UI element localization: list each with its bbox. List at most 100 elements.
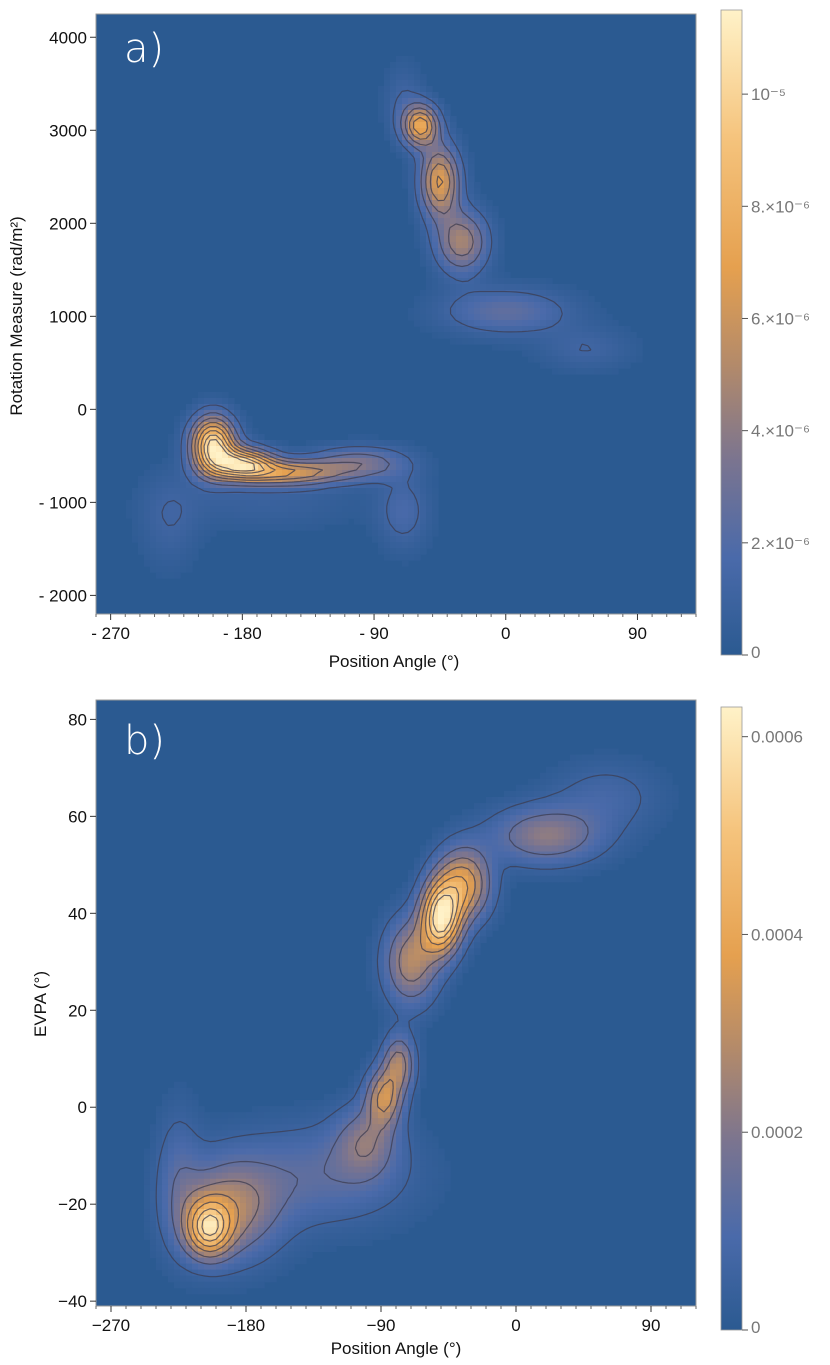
heatmap-cell <box>354 440 361 447</box>
heatmap-cell <box>624 350 631 357</box>
heatmap-cell <box>396 1063 403 1071</box>
heatmap-cell <box>564 821 571 828</box>
heatmap-cell <box>324 1202 331 1210</box>
heatmap-cell <box>594 796 601 804</box>
heatmap-cell <box>408 194 415 201</box>
heatmap-cell <box>258 470 265 477</box>
heatmap-cell <box>228 1251 235 1259</box>
heatmap-cell <box>306 1245 313 1253</box>
heatmap-cell <box>390 1184 397 1192</box>
heatmap-cell <box>186 1196 193 1204</box>
heatmap-cell <box>600 314 607 321</box>
heatmap-cell <box>210 1239 217 1246</box>
heatmap-cell <box>438 912 445 919</box>
heatmap-cell <box>378 1209 385 1216</box>
heatmap-cell <box>534 790 541 798</box>
heatmap-cell <box>330 1154 337 1162</box>
heatmap-cell <box>480 809 487 816</box>
heatmap-cell <box>564 302 571 309</box>
heatmap-cell <box>168 1148 175 1156</box>
heatmap-cell <box>312 446 319 453</box>
heatmap-cell <box>552 320 559 327</box>
heatmap-cell <box>228 1166 235 1174</box>
heatmap-cell <box>156 566 163 573</box>
heatmap-cell <box>402 446 409 453</box>
heatmap-cell <box>234 1215 241 1222</box>
heatmap-cell <box>438 194 445 201</box>
heatmap-cell <box>594 748 601 756</box>
heatmap-cell <box>528 833 535 840</box>
heatmap-cell <box>198 428 205 435</box>
heatmap-cell <box>360 1202 367 1210</box>
heatmap-cell <box>288 1160 295 1168</box>
heatmap-cell <box>312 512 319 519</box>
heatmap-cell <box>372 930 379 937</box>
heatmap-cell <box>492 875 499 883</box>
heatmap-cell <box>168 1178 175 1186</box>
heatmap-cell <box>330 506 337 513</box>
heatmap-cell <box>420 1081 427 1089</box>
heatmap-cell <box>192 1093 199 1101</box>
heatmap-cell <box>270 446 277 453</box>
heatmap-cell <box>528 863 535 871</box>
heatmap-cell <box>576 344 583 351</box>
heatmap-cell <box>246 1227 253 1234</box>
heatmap-cell <box>396 500 403 507</box>
heatmap-cell <box>444 134 451 141</box>
heatmap-cell <box>156 482 163 489</box>
heatmap-cell <box>462 827 469 834</box>
heatmap-cell <box>588 839 595 847</box>
heatmap-cell <box>264 440 271 447</box>
heatmap-cell <box>162 1269 169 1277</box>
heatmap-cell <box>372 1227 379 1234</box>
heatmap-cell <box>588 314 595 321</box>
heatmap-cell <box>186 464 193 471</box>
heatmap-cell <box>300 1172 307 1180</box>
heatmap-cell <box>438 942 445 950</box>
heatmap-cell <box>162 1154 169 1162</box>
heatmap-cell <box>258 1166 265 1174</box>
heatmap-cell <box>450 176 457 183</box>
heatmap-cell <box>624 760 631 768</box>
heatmap-cell <box>462 188 469 195</box>
heatmap-cell <box>636 338 643 345</box>
heatmap-cell <box>570 760 577 768</box>
heatmap-cell <box>576 863 583 871</box>
heatmap-cell <box>432 104 439 111</box>
heatmap-cell <box>456 942 463 950</box>
heatmap-cell <box>156 572 163 579</box>
heatmap-cell <box>366 464 373 471</box>
heatmap-cell <box>450 893 457 901</box>
heatmap-cell <box>498 230 505 237</box>
heatmap-cell <box>450 290 457 297</box>
heatmap-cell <box>468 924 475 931</box>
heatmap-cell <box>156 464 163 471</box>
heatmap-cell <box>402 98 409 105</box>
heatmap-cell <box>384 116 391 123</box>
heatmap-cell <box>420 482 427 489</box>
heatmap-cell <box>420 290 427 297</box>
heatmap-cell <box>420 1045 427 1053</box>
heatmap-cell <box>480 242 487 249</box>
heatmap-cell <box>330 1166 337 1174</box>
heatmap-cell <box>516 302 523 309</box>
heatmap-cell <box>132 530 139 537</box>
heatmap-cell <box>540 784 547 792</box>
heatmap-cell <box>174 506 181 513</box>
heatmap-cell <box>354 1118 361 1125</box>
heatmap-cell <box>180 1160 187 1168</box>
heatmap-cell <box>462 290 469 297</box>
heatmap-cell <box>324 1209 331 1216</box>
heatmap-cell <box>378 978 385 986</box>
heatmap-cell <box>342 1233 349 1240</box>
heatmap-cell <box>288 488 295 495</box>
heatmap-cell <box>216 518 223 525</box>
heatmap-cell <box>168 1093 175 1101</box>
heatmap-cell <box>246 428 253 435</box>
heatmap-cell <box>444 230 451 237</box>
heatmap-cell <box>174 1209 181 1216</box>
heatmap-cell <box>264 1275 271 1283</box>
heatmap-cell <box>336 1202 343 1210</box>
heatmap-cell <box>306 518 313 525</box>
heatmap-cell <box>402 110 409 117</box>
